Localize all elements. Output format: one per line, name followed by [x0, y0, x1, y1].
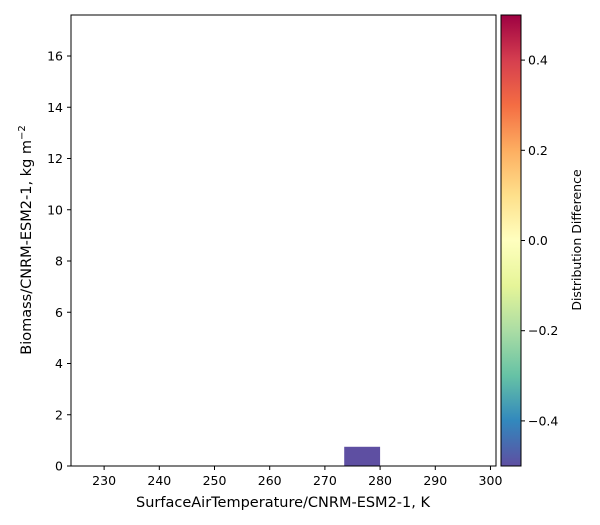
colorbar-tick-label: −0.4 [528, 413, 558, 428]
y-tick-label: 6 [55, 305, 63, 320]
plot-frame [70, 14, 497, 467]
y-axis-label-main: Biomass/CNRM-ESM2-1, kg m [19, 140, 35, 355]
x-axis-ticks: 230 240 250 260 270 280 290 300 [92, 466, 502, 488]
x-tick-label: 260 [258, 473, 282, 488]
x-tick-label: 270 [313, 473, 337, 488]
y-tick-label: 4 [55, 356, 63, 371]
y-tick-label: 12 [47, 151, 63, 166]
x-axis-label: SurfaceAirTemperature/CNRM-ESM2-1, K [136, 495, 430, 511]
colorbar-ticks: 0.4 0.2 0.0 −0.2 −0.4 [521, 53, 558, 428]
x-tick-label: 250 [203, 473, 227, 488]
y-tick-label: 16 [47, 49, 63, 64]
x-tick-label: 240 [147, 473, 171, 488]
x-tick-label: 290 [423, 473, 447, 488]
colorbar-tick-label: −0.2 [528, 323, 558, 338]
y-tick-label: 8 [55, 254, 63, 269]
colorbar-tick-label: 0.4 [528, 53, 548, 68]
colorbar-tick-label: 0.0 [528, 233, 548, 248]
y-axis-label: Biomass/CNRM-ESM2-1, kg m−2 [17, 125, 35, 355]
y-tick-label: 14 [47, 100, 63, 115]
y-tick-label: 0 [55, 459, 63, 474]
x-tick-label: 280 [368, 473, 392, 488]
y-axis-label-exponent: −2 [17, 125, 28, 140]
heatmap-cell [344, 446, 381, 466]
colorbar-label: Distribution Difference [569, 169, 584, 311]
y-axis-ticks: 0 2 4 6 8 10 12 14 16 [47, 49, 71, 474]
y-tick-label: 2 [55, 407, 63, 422]
x-tick-label: 230 [92, 473, 116, 488]
x-tick-label: 300 [479, 473, 503, 488]
y-tick-label: 10 [47, 202, 63, 217]
heatmap-cells [344, 446, 381, 466]
colorbar-tick-label: 0.2 [528, 143, 548, 158]
colorbar [501, 15, 521, 466]
